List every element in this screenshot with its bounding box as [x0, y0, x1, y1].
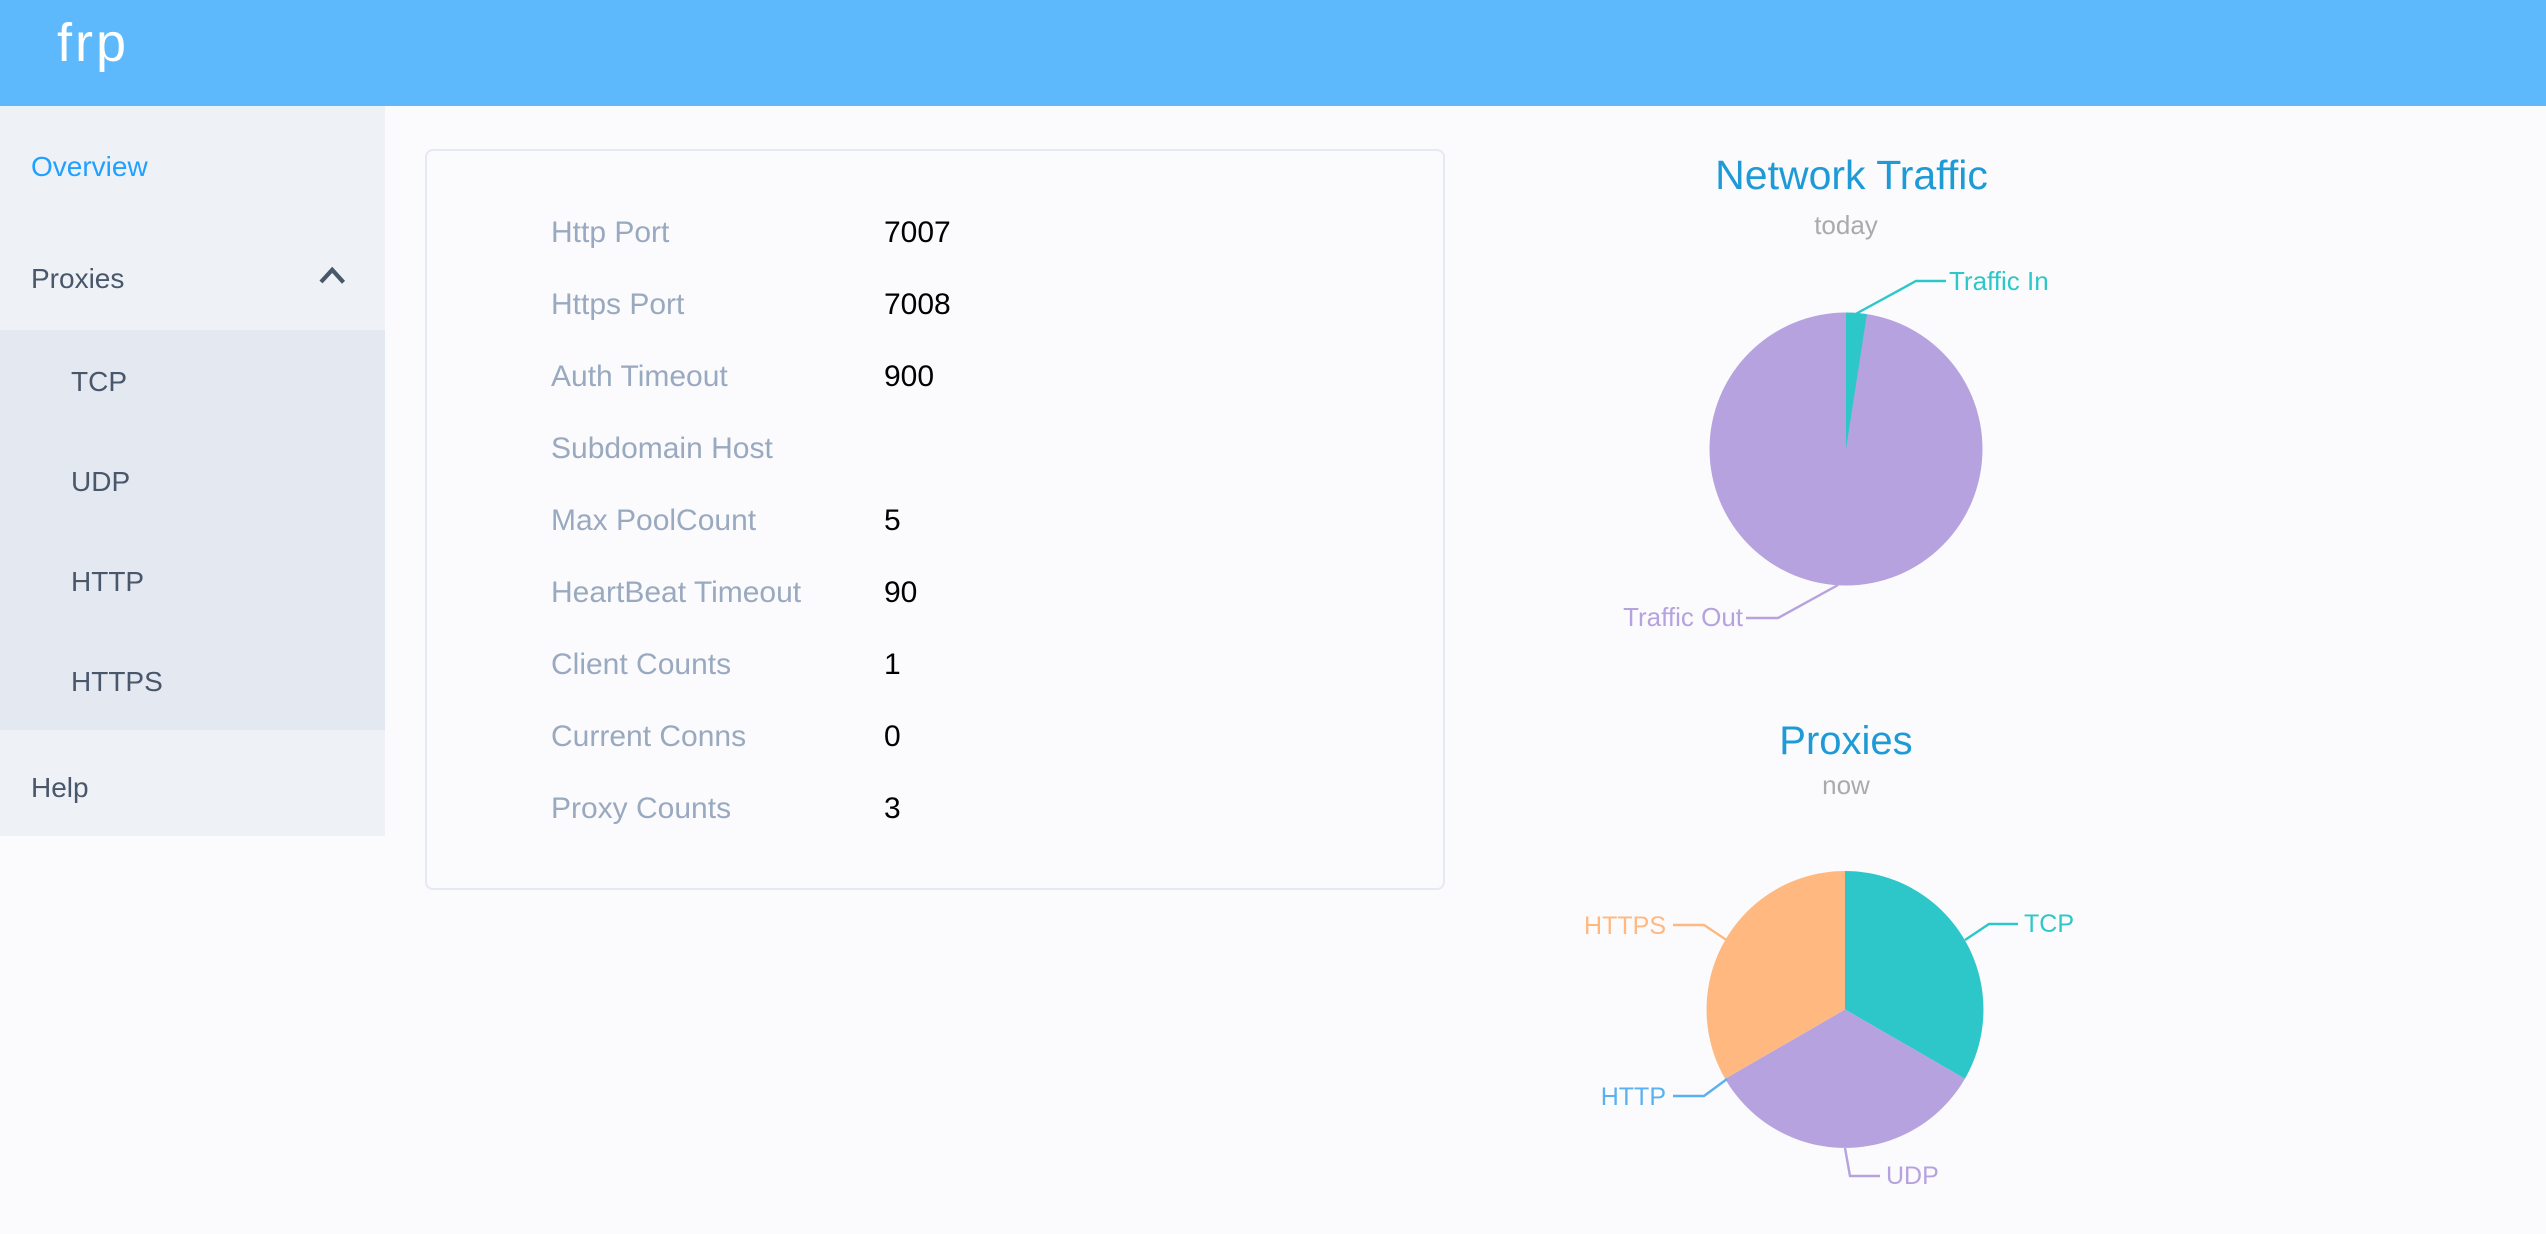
- svg-text:Traffic Out: Traffic Out: [1623, 602, 1744, 632]
- svg-text:HTTP: HTTP: [1601, 1083, 1666, 1111]
- svg-text:HTTPS: HTTPS: [1584, 912, 1666, 940]
- svg-text:Proxies: Proxies: [1779, 719, 1912, 763]
- svg-text:UDP: UDP: [1886, 1162, 1939, 1190]
- svg-text:Network Traffic: Network Traffic: [1715, 152, 1988, 198]
- svg-text:now: now: [1822, 770, 1870, 800]
- svg-text:TCP: TCP: [2024, 910, 2074, 938]
- svg-text:today: today: [1814, 210, 1878, 240]
- svg-text:Traffic In: Traffic In: [1949, 266, 2049, 296]
